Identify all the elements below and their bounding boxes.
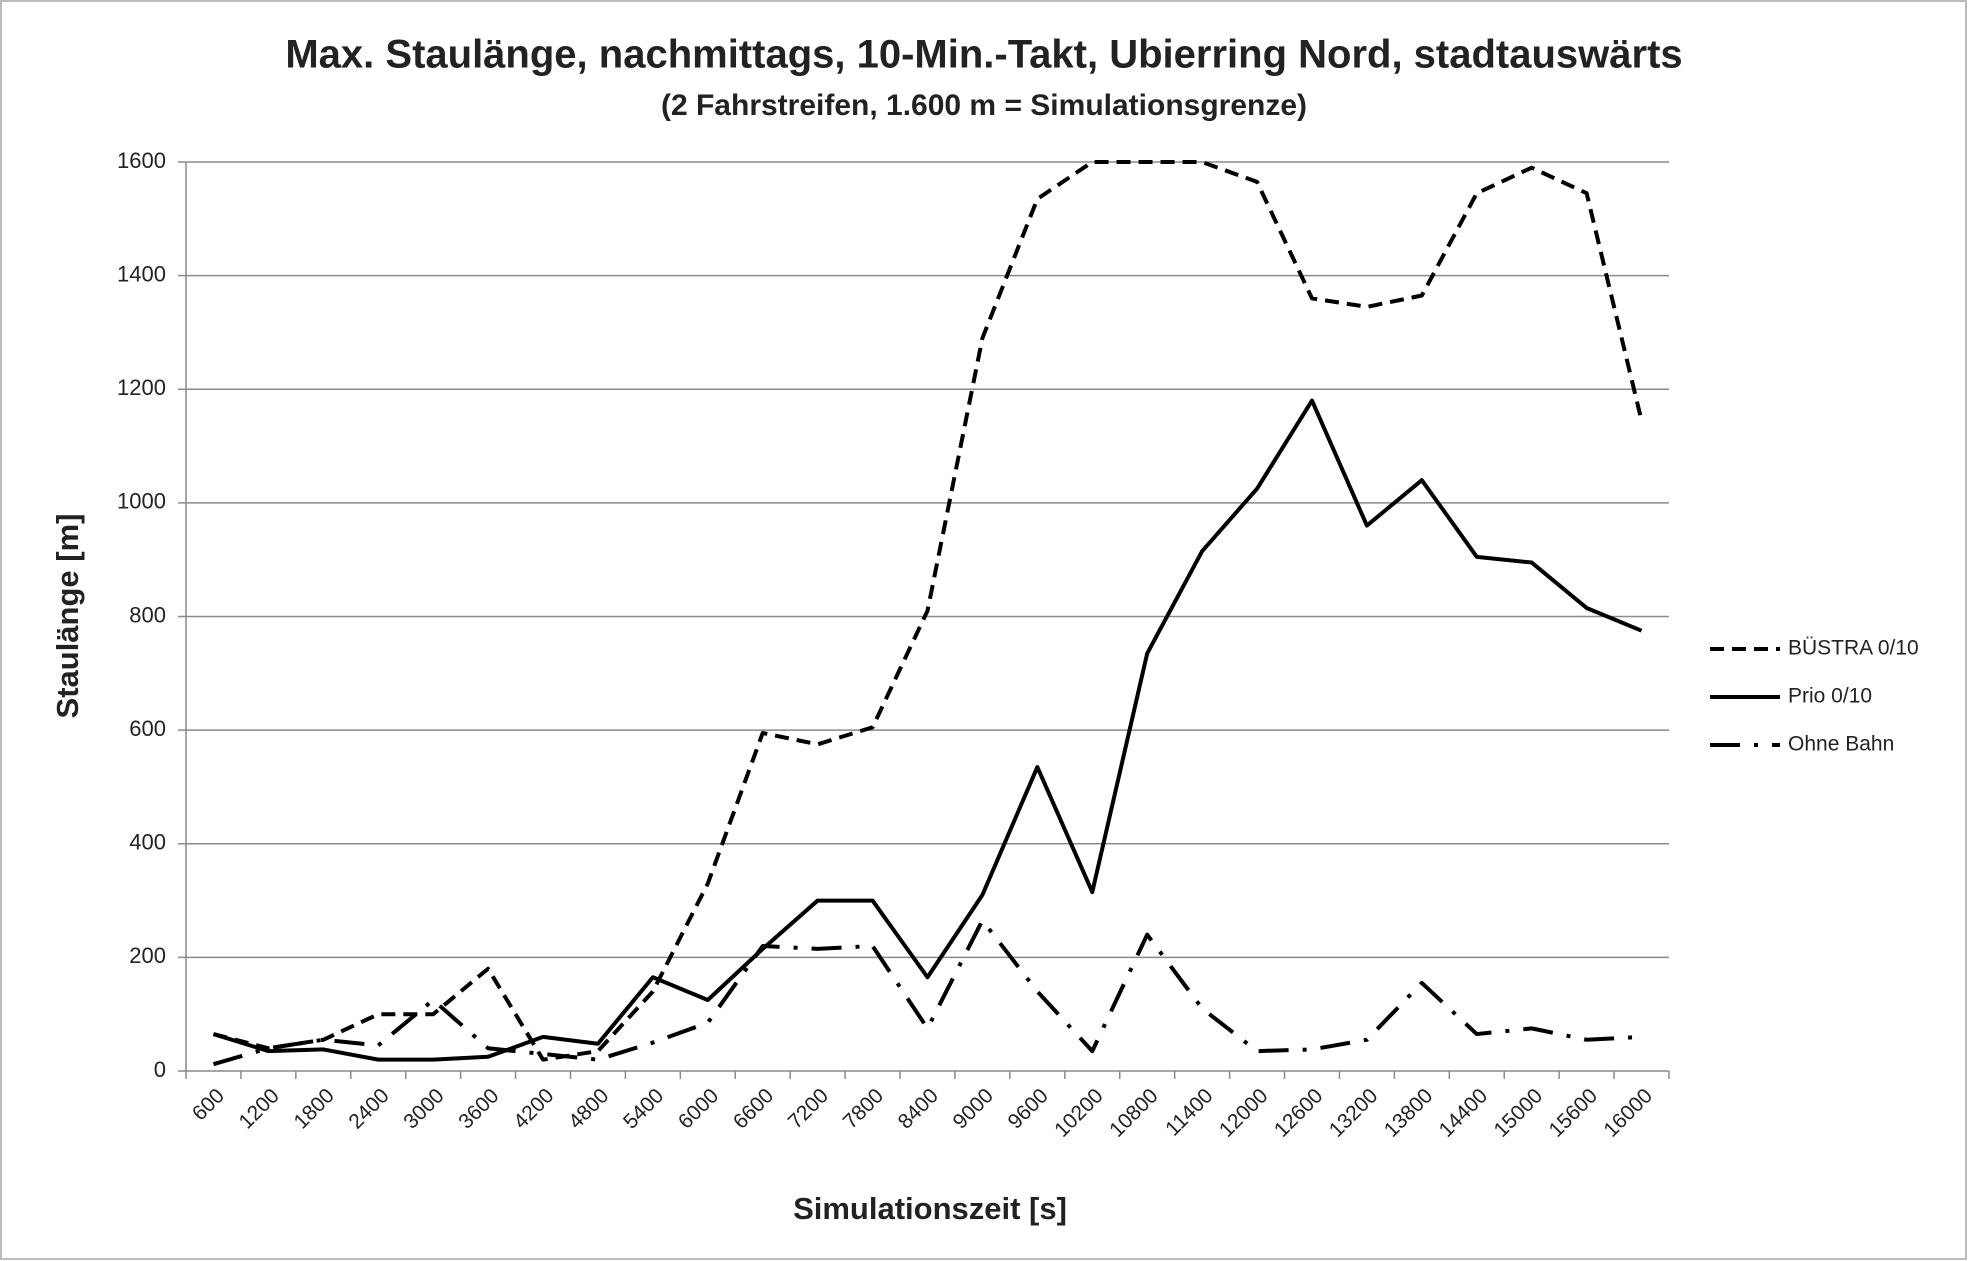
y-tick-label: 0 [154,1057,166,1082]
legend-label: BÜSTRA 0/10 [1788,637,1919,660]
y-tick-label: 1000 [117,489,166,514]
chart-title: Max. Staulänge, nachmittags, 10-Min.-Tak… [285,33,1682,77]
x-axis-label: Simulationszeit [s] [793,1191,1067,1226]
y-tick-label: 200 [129,943,166,968]
series-line [212,398,1643,1062]
y-tick-label: 1400 [117,261,166,286]
legend-label: Ohne Bahn [1788,733,1894,756]
y-tick-label: 800 [129,602,166,627]
series-line [212,160,1644,1062]
y-tick-label: 400 [129,830,166,855]
chart-subtitle: (2 Fahrstreifen, 1.600 m = Simulationsgr… [661,89,1307,122]
series-line [212,918,1642,1067]
legend-label: Prio 0/10 [1788,685,1872,708]
y-axis-label: Staulänge [m] [50,514,85,719]
y-tick-label: 1600 [117,148,166,173]
y-tick-label: 600 [129,716,166,741]
y-tick-label: 1200 [117,375,166,400]
